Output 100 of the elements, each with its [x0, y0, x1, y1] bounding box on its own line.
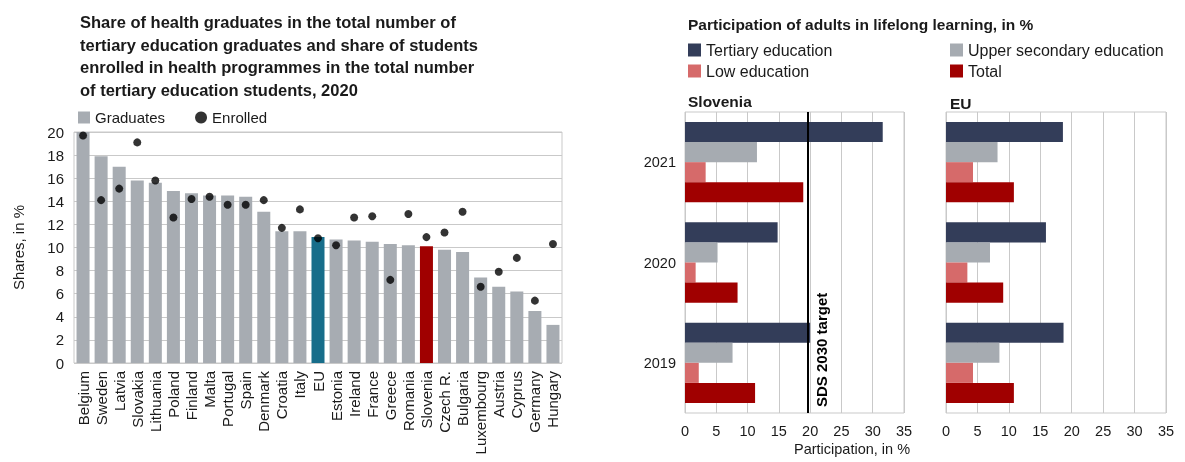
y-tick-label: 14	[47, 192, 64, 210]
point	[115, 184, 124, 193]
y-tick-label: 2	[55, 331, 64, 349]
bar	[148, 182, 162, 363]
bar	[946, 142, 998, 163]
bar	[329, 239, 343, 363]
x-tick-label: Denmark	[255, 370, 273, 432]
bar	[685, 282, 738, 303]
point	[530, 296, 539, 305]
y-tick-label: 8	[55, 262, 64, 280]
x-tick-label: Croatia	[273, 370, 291, 420]
bar	[365, 241, 379, 363]
point	[295, 205, 304, 214]
x-tick-label: Germany	[526, 370, 544, 433]
bar	[946, 382, 1014, 403]
bar	[685, 162, 706, 183]
bar	[221, 195, 235, 363]
x-tick-label: 25	[1095, 422, 1112, 439]
x-tick-label: 10	[1000, 422, 1017, 439]
bar	[946, 122, 1063, 143]
x-tick-label: Slovenia	[417, 370, 435, 429]
point	[223, 200, 232, 209]
legend-label: Graduates	[95, 109, 166, 126]
bar	[685, 342, 733, 363]
bar	[166, 190, 180, 363]
point	[79, 131, 88, 140]
bar	[946, 182, 1014, 203]
y-tick-label: 0	[55, 354, 64, 372]
y-tick-label: 12	[47, 215, 64, 233]
bar	[293, 231, 307, 363]
chart-subtitle: Slovenia	[688, 92, 753, 110]
bar	[130, 180, 144, 363]
x-tick-label: Portugal	[219, 371, 237, 427]
y-tick-label: 4	[55, 308, 64, 326]
x-tick-label: Bulgaria	[454, 370, 472, 427]
bar	[946, 362, 974, 383]
point	[404, 210, 413, 218]
x-tick-label: 5	[973, 422, 982, 439]
y-tick-label: 6	[55, 285, 64, 303]
bar	[112, 166, 126, 363]
point	[97, 196, 106, 205]
point	[187, 194, 196, 203]
bar	[685, 222, 778, 243]
point	[350, 213, 359, 222]
bar	[946, 242, 990, 263]
bar	[275, 231, 289, 363]
x-tick-label: EU	[309, 371, 327, 392]
x-tick-label: 0	[941, 422, 951, 439]
point	[151, 176, 160, 185]
x-tick-label: Luxembourg	[472, 371, 490, 455]
x-axis-title: Participation, in %	[793, 440, 911, 457]
chart-title: Share of health graduates in the total number of tertiary education graduates and share of students enrolled in health programmes in the total number of tertiary education students, 2020	[80, 13, 483, 99]
bar	[946, 262, 968, 283]
y-tick-label: 18	[47, 146, 64, 164]
point	[205, 192, 214, 201]
bar	[492, 286, 506, 363]
y-tick-label: 20	[47, 123, 64, 141]
bar	[311, 237, 325, 363]
point	[494, 267, 503, 276]
x-tick-label: Hungary	[544, 370, 562, 428]
y-tick-label: 2021	[643, 154, 676, 171]
point	[277, 223, 286, 232]
point	[440, 228, 449, 237]
bar	[419, 246, 433, 363]
x-tick-label: Greece	[381, 371, 399, 421]
x-tick-label: 15	[1032, 422, 1049, 439]
bar	[685, 382, 756, 403]
bar	[456, 252, 470, 363]
x-tick-label: Cyprus	[508, 371, 526, 419]
bar	[685, 262, 696, 283]
legend-label: Tertiary education	[706, 41, 833, 59]
bar	[946, 282, 1004, 303]
bar	[528, 311, 542, 363]
point	[259, 196, 268, 205]
y-tick-label: 10	[47, 239, 64, 256]
legend-label: Total	[968, 62, 1002, 80]
bar	[347, 240, 361, 363]
point	[512, 253, 521, 262]
bar	[474, 277, 488, 363]
point	[133, 138, 142, 147]
y-tick-label: 16	[47, 169, 64, 187]
bar	[946, 162, 974, 183]
x-tick-label: Poland	[164, 371, 182, 418]
ref-line-label: SDS 2030 target	[812, 292, 830, 407]
chart-title: EU	[950, 94, 972, 112]
bar	[546, 324, 560, 363]
bar	[685, 322, 811, 343]
x-tick-label: Malta	[201, 370, 219, 408]
x-tick-label: Latvia	[110, 370, 128, 412]
legend-label: Low education	[706, 62, 810, 80]
y-tick-label: 2020	[643, 254, 676, 271]
bar	[76, 132, 90, 363]
point	[332, 241, 341, 250]
x-tick-label: 20	[1063, 422, 1080, 439]
bar	[946, 322, 1064, 343]
point	[314, 234, 322, 243]
y-tick-label: 2019	[643, 354, 676, 371]
legend-label: Upper secondary education	[968, 41, 1164, 59]
y-axis-title: Shares, in %	[10, 204, 27, 291]
x-tick-label: Lithuania	[146, 370, 164, 432]
